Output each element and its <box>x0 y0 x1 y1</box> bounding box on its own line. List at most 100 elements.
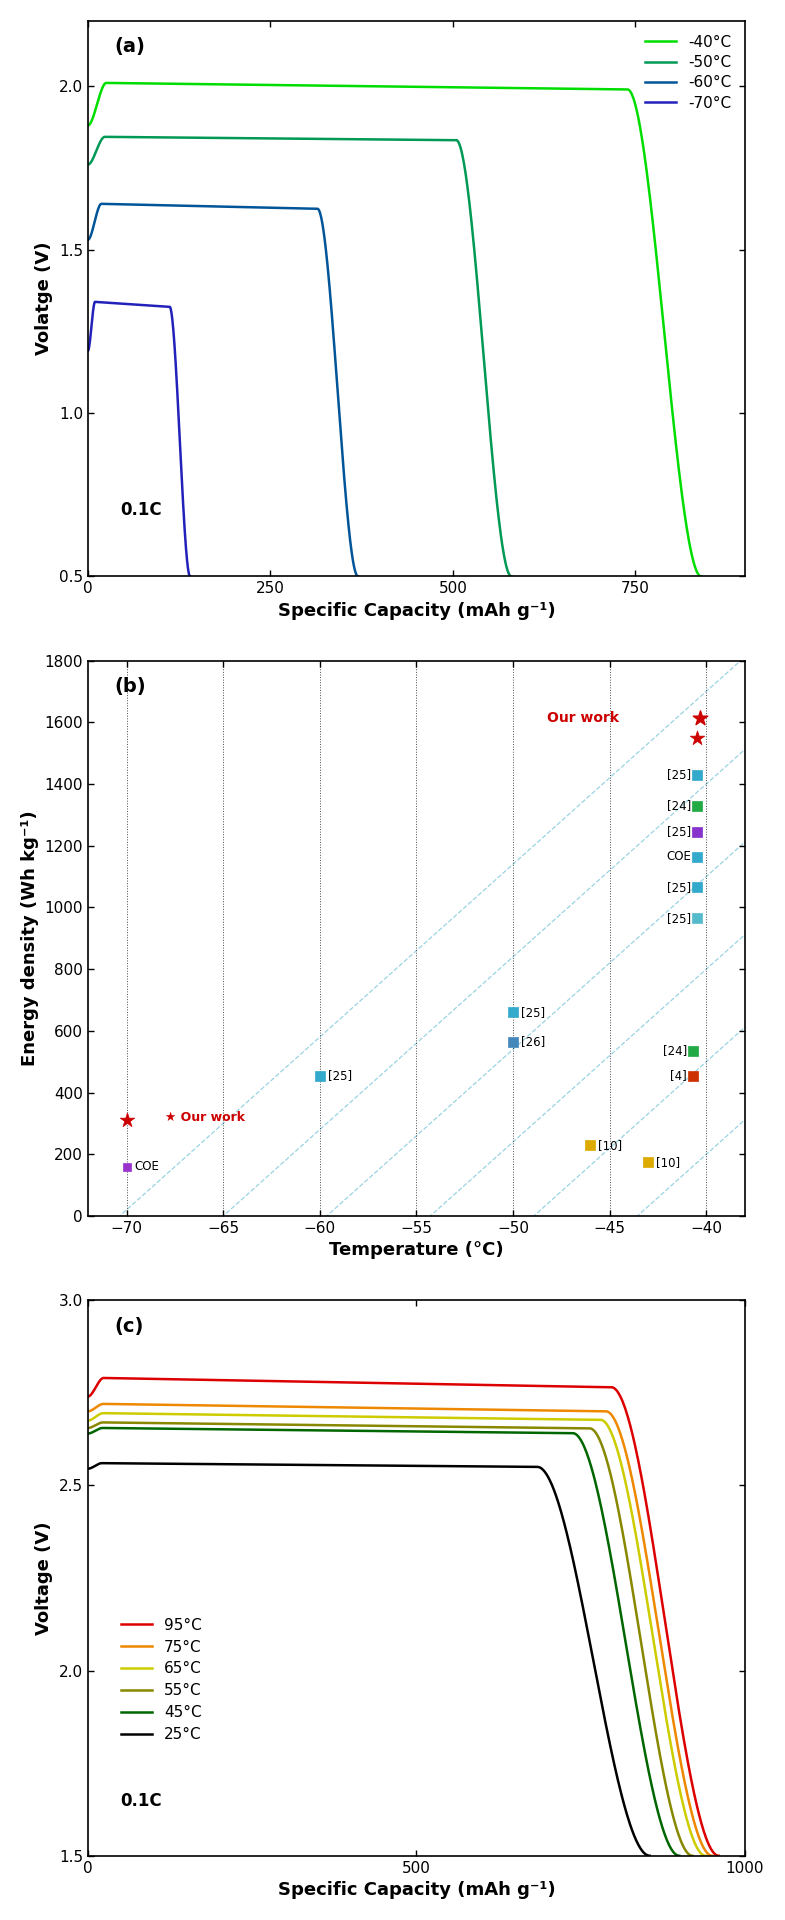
Legend: 95°C, 75°C, 65°C, 55°C, 45°C, 25°C: 95°C, 75°C, 65°C, 55°C, 45°C, 25°C <box>115 1611 208 1747</box>
Text: [10]: [10] <box>598 1139 623 1152</box>
25°C <box>425 1455 434 1478</box>
95°C <box>99 1367 108 1390</box>
75°C <box>99 1392 108 1415</box>
55°C <box>542 1417 552 1440</box>
Point <box>686 1035 699 1066</box>
45°C <box>83 1423 93 1446</box>
-50°C <box>100 125 110 148</box>
Point <box>642 1146 655 1177</box>
Legend: -40°C, -50°C, -60°C, -70°C: -40°C, -50°C, -60°C, -70°C <box>639 29 737 117</box>
Line: 95°C: 95°C <box>88 1379 718 1857</box>
95°C <box>467 1373 476 1396</box>
25°C <box>645 1845 655 1868</box>
Point <box>690 722 703 753</box>
Point <box>690 758 703 789</box>
-40°C <box>122 71 131 94</box>
65°C <box>83 1409 93 1432</box>
95°C <box>627 1421 637 1444</box>
-60°C <box>100 192 109 215</box>
25°C <box>83 1457 93 1480</box>
Text: [25]: [25] <box>666 826 691 839</box>
-70°C <box>83 340 93 363</box>
-40°C <box>549 77 558 100</box>
Y-axis label: Energy density (Wh kg⁻¹): Energy density (Wh kg⁻¹) <box>21 810 38 1066</box>
-60°C <box>240 196 250 219</box>
-70°C <box>143 294 152 317</box>
Text: 0.1C: 0.1C <box>121 1791 162 1811</box>
-50°C <box>341 127 350 150</box>
45°C <box>98 1417 108 1440</box>
75°C <box>83 1400 93 1423</box>
-70°C <box>171 357 181 380</box>
-50°C <box>110 125 119 148</box>
65°C <box>443 1405 452 1428</box>
65°C <box>477 1407 487 1430</box>
Y-axis label: Volatge (V): Volatge (V) <box>35 242 53 355</box>
Point <box>694 703 707 733</box>
-40°C <box>440 75 450 98</box>
-40°C <box>612 79 622 102</box>
45°C <box>461 1421 470 1444</box>
55°C <box>435 1415 444 1438</box>
95°C <box>122 1367 132 1390</box>
Line: -60°C: -60°C <box>88 204 358 576</box>
X-axis label: Specific Capacity (mAh g⁻¹): Specific Capacity (mAh g⁻¹) <box>278 601 555 620</box>
Point <box>507 1027 520 1058</box>
65°C <box>459 1407 469 1430</box>
75°C <box>707 1845 717 1868</box>
45°C <box>120 1417 130 1440</box>
Text: Our work: Our work <box>547 710 619 724</box>
25°C <box>442 1455 451 1478</box>
65°C <box>122 1402 131 1425</box>
Text: [26]: [26] <box>520 1035 545 1048</box>
65°C <box>99 1402 108 1425</box>
45°C <box>593 1480 603 1503</box>
Point <box>690 791 703 822</box>
-70°C <box>90 290 100 313</box>
-60°C <box>256 196 265 219</box>
-60°C <box>247 196 257 219</box>
25°C <box>568 1546 577 1569</box>
55°C <box>688 1845 697 1868</box>
Point <box>120 1152 133 1183</box>
Point <box>690 872 703 902</box>
-40°C <box>475 77 484 100</box>
-70°C <box>161 296 170 319</box>
Text: 0.1C: 0.1C <box>121 501 162 518</box>
Y-axis label: Voltage (V): Voltage (V) <box>35 1521 53 1634</box>
75°C <box>122 1392 132 1415</box>
-40°C <box>456 77 466 100</box>
95°C <box>714 1845 723 1868</box>
55°C <box>121 1411 130 1434</box>
-50°C <box>353 129 363 152</box>
25°C <box>97 1452 107 1475</box>
Text: [25]: [25] <box>666 912 691 925</box>
-50°C <box>405 129 414 152</box>
95°C <box>451 1373 460 1396</box>
45°C <box>427 1421 436 1444</box>
55°C <box>469 1415 478 1438</box>
Text: COE: COE <box>134 1160 159 1173</box>
95°C <box>562 1375 571 1398</box>
55°C <box>98 1411 108 1434</box>
-50°C <box>448 129 458 152</box>
-70°C <box>89 292 99 315</box>
Line: 75°C: 75°C <box>88 1404 712 1857</box>
45°C <box>532 1421 542 1444</box>
-70°C <box>145 294 155 317</box>
Point <box>686 1060 699 1091</box>
-60°C <box>353 564 363 588</box>
-40°C <box>83 113 93 136</box>
-60°C <box>83 228 93 252</box>
Text: [25]: [25] <box>666 768 691 781</box>
-40°C <box>696 564 706 588</box>
75°C <box>557 1400 567 1423</box>
95°C <box>486 1373 495 1396</box>
25°C <box>119 1452 128 1475</box>
45°C <box>674 1845 684 1868</box>
Point <box>313 1060 326 1091</box>
Line: 45°C: 45°C <box>88 1428 679 1857</box>
Line: 25°C: 25°C <box>88 1463 650 1857</box>
Point <box>507 996 520 1027</box>
Line: -70°C: -70°C <box>88 301 190 576</box>
